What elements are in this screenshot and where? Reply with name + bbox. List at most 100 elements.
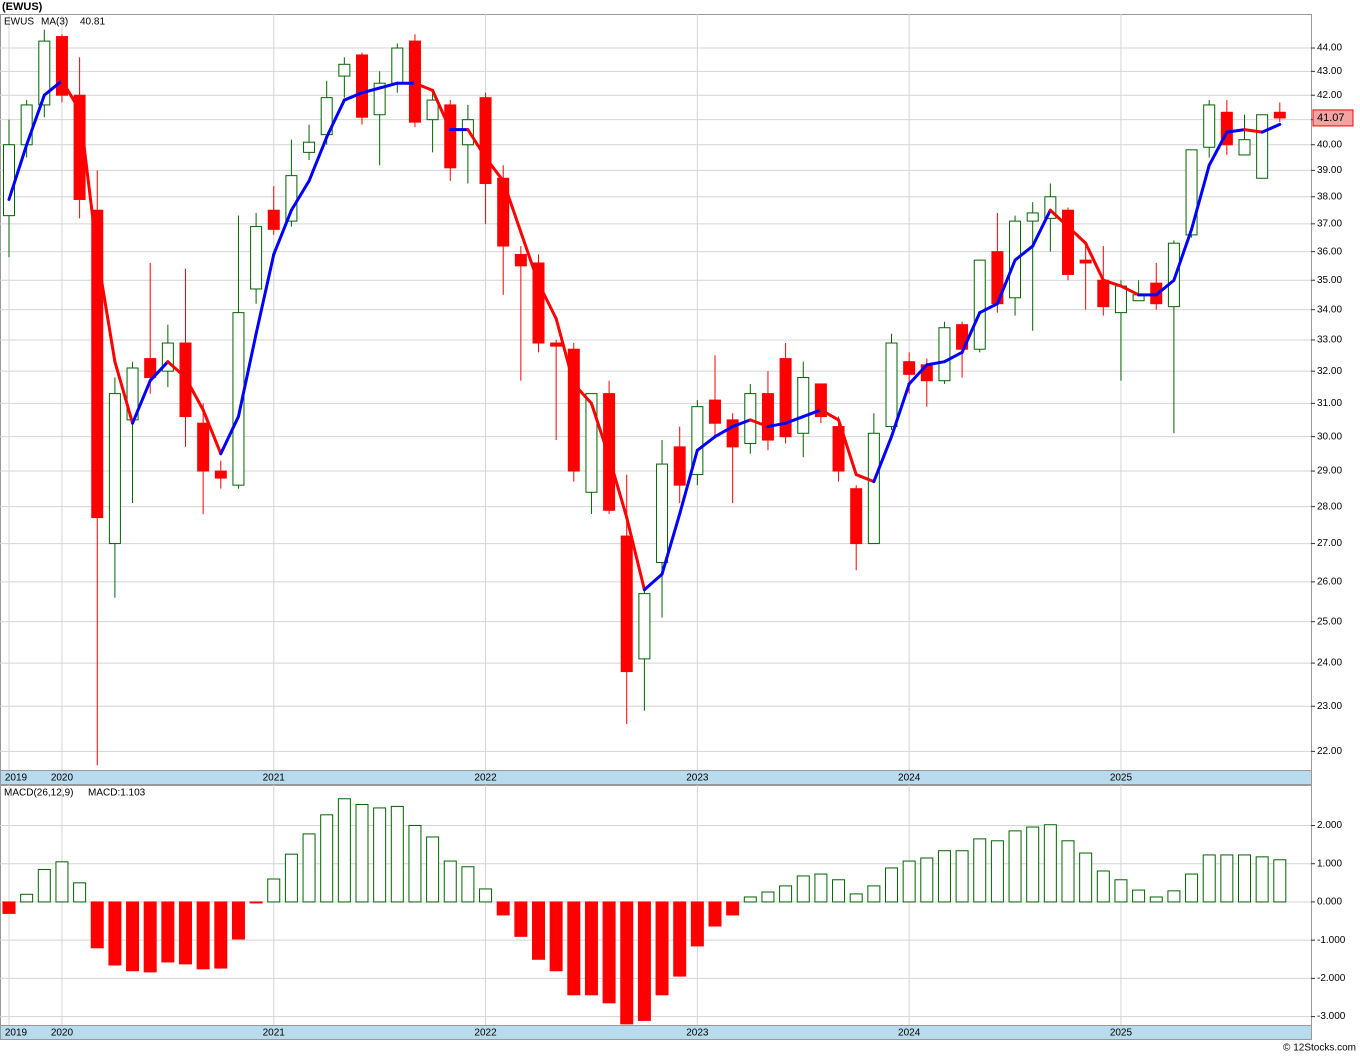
candle-body — [673, 446, 686, 486]
ma-segment — [607, 455, 629, 520]
date-strip — [0, 1025, 1312, 1040]
macd-bar — [761, 891, 775, 903]
y-tick-label: 38.00 — [1317, 191, 1342, 202]
ma-segment — [431, 88, 452, 132]
y-tick-label: -3.000 — [1317, 1011, 1346, 1022]
y-tick-label: 25.00 — [1317, 616, 1342, 627]
price-badge-label: 41.07 — [1317, 112, 1345, 124]
ma-segment — [907, 363, 929, 386]
ma-segment — [748, 418, 770, 429]
y-tick-label: 36.00 — [1317, 246, 1342, 257]
macd-bar — [602, 901, 616, 1004]
candle-body — [91, 209, 104, 519]
ma-segment — [413, 81, 435, 92]
candle-body — [1167, 242, 1180, 308]
candle-body — [303, 141, 316, 153]
x-tick-label: 2024 — [898, 773, 921, 784]
y-tick-label: 28.00 — [1317, 501, 1342, 512]
ma-segment — [890, 382, 911, 439]
ma-segment — [342, 91, 364, 102]
ma-segment — [589, 401, 611, 459]
candle-body — [1273, 111, 1286, 119]
ma-segment — [960, 311, 982, 354]
macd-bar — [1079, 852, 1093, 903]
ma-segment — [466, 128, 488, 159]
macd-bar — [973, 838, 987, 903]
macd-bar — [249, 901, 263, 904]
candle-body — [797, 377, 810, 434]
macd-bar — [549, 901, 563, 972]
macd-bar — [55, 861, 69, 903]
macd-bar — [108, 901, 122, 966]
candle-body — [638, 593, 651, 660]
y-tick-label: -2.000 — [1317, 973, 1346, 984]
macd-bar — [214, 901, 228, 969]
macd-bar — [496, 901, 510, 916]
macd-bar — [885, 867, 898, 903]
ma-segment — [7, 143, 29, 201]
candle-body — [726, 419, 739, 448]
ma-segment — [166, 360, 187, 380]
candle-body — [903, 361, 916, 375]
ma-segment — [572, 382, 593, 405]
ma-segment — [60, 79, 82, 112]
ma-segment — [272, 208, 293, 256]
ma-segment — [1013, 244, 1035, 262]
macd-bar — [920, 857, 934, 903]
candle-body — [479, 97, 492, 185]
ma-segment — [254, 252, 276, 336]
macd-bar — [637, 901, 651, 1021]
y-tick-label: 24.00 — [1317, 658, 1342, 669]
ma-segment — [219, 415, 240, 456]
candle-body — [973, 259, 986, 350]
date-strip — [0, 770, 1312, 785]
ma-segment — [148, 360, 170, 383]
ma-segment — [519, 230, 540, 285]
ma-segment — [78, 108, 99, 256]
candle-body — [885, 342, 898, 428]
candle-body — [285, 175, 298, 222]
macd-bar — [284, 853, 298, 903]
ma-segment — [1066, 225, 1088, 245]
ma-segment — [713, 425, 735, 439]
ma-segment — [325, 98, 346, 139]
candle-body — [550, 342, 563, 347]
candle-body — [1062, 209, 1074, 275]
macd-bar — [20, 893, 34, 903]
candle-body — [232, 312, 245, 486]
macd-bar — [955, 850, 969, 903]
ma-segment — [837, 418, 858, 477]
x-tick-label: 2021 — [263, 1028, 286, 1039]
ma-segment — [1154, 278, 1176, 297]
y-tick-label: 37.00 — [1317, 218, 1342, 229]
y-tick-label: 35.00 — [1317, 275, 1342, 286]
candle-body — [620, 535, 633, 673]
candle-body — [250, 226, 263, 290]
macd-bar — [690, 901, 704, 947]
macd-bar — [1043, 824, 1057, 903]
ma-segment — [625, 516, 646, 592]
y-tick-label: 32.00 — [1317, 366, 1342, 377]
macd-bar — [1255, 856, 1269, 903]
candle-body — [1185, 149, 1198, 236]
ma-segment — [1048, 208, 1070, 229]
ma-segment — [766, 421, 788, 429]
macd-bar — [514, 901, 528, 937]
ma-segment — [1119, 284, 1141, 297]
macd-bar — [337, 798, 351, 903]
y-tick-label: 39.00 — [1317, 165, 1342, 176]
ma-segment — [1084, 241, 1105, 282]
panel-frame — [0, 14, 1312, 771]
ma-segment — [307, 135, 329, 183]
legend-symbol: EWUS — [4, 17, 34, 28]
ma-segment — [484, 155, 505, 183]
candle-body — [567, 348, 580, 472]
candle-body — [426, 99, 439, 121]
y-tick-label: 26.00 — [1317, 577, 1342, 588]
ma-segment — [978, 302, 999, 315]
candle-body — [444, 104, 457, 169]
candle-body — [514, 253, 527, 267]
ma-segment — [184, 376, 205, 412]
macd-bar — [990, 840, 1004, 903]
